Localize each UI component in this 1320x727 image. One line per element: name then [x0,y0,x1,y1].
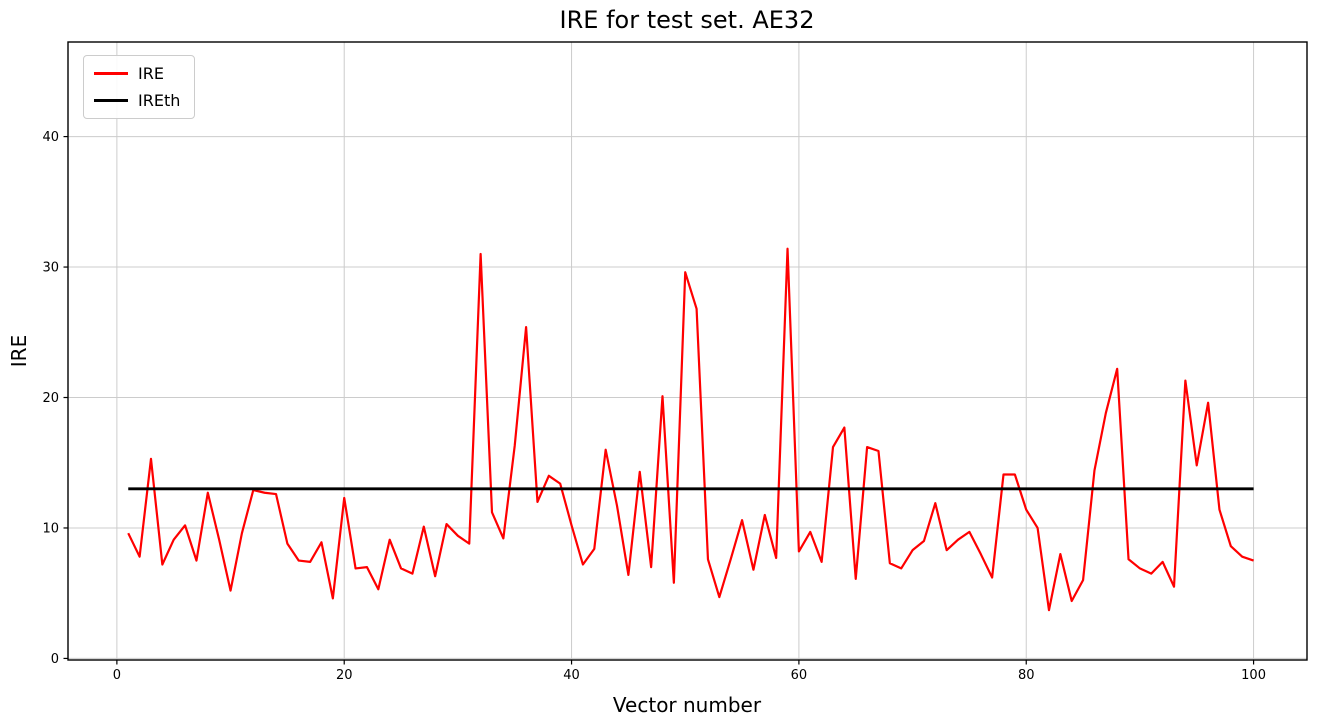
x-tick-label: 100 [1241,668,1266,683]
legend: IRE IREth [83,55,196,120]
legend-entry-ire: IRE [94,65,180,83]
tick-layer: 0 20 40 60 80 100 0 10 20 30 40 [42,130,1266,683]
legend-label-ire: IRE [138,64,164,83]
plot-border [67,41,1308,661]
ire-series-line [127,247,1254,612]
series-layer [127,247,1254,612]
chart-title: IRE for test set. AE32 [560,6,815,34]
y-tick-label: 0 [51,652,59,667]
x-tick-label: 60 [791,668,808,683]
x-tick-label: 0 [113,668,121,683]
y-tick-label: 20 [42,391,59,406]
legend-entry-ireth: IREth [94,90,181,110]
y-tick-label: 10 [42,521,59,536]
x-axis-label: Vector number [613,693,762,717]
y-axis-label: IRE [7,335,31,367]
legend-label-ireth: IREth [138,90,181,110]
y-tick-label: 40 [42,130,59,145]
y-tick-label: 30 [42,261,59,276]
x-tick-label: 20 [336,668,353,683]
legend-line-sample-ire [94,72,128,76]
x-tick-label: 40 [563,668,580,683]
legend-line-sample-ireth [94,98,128,102]
x-tick-label: 80 [1018,668,1035,683]
grid-layer [68,42,1307,660]
